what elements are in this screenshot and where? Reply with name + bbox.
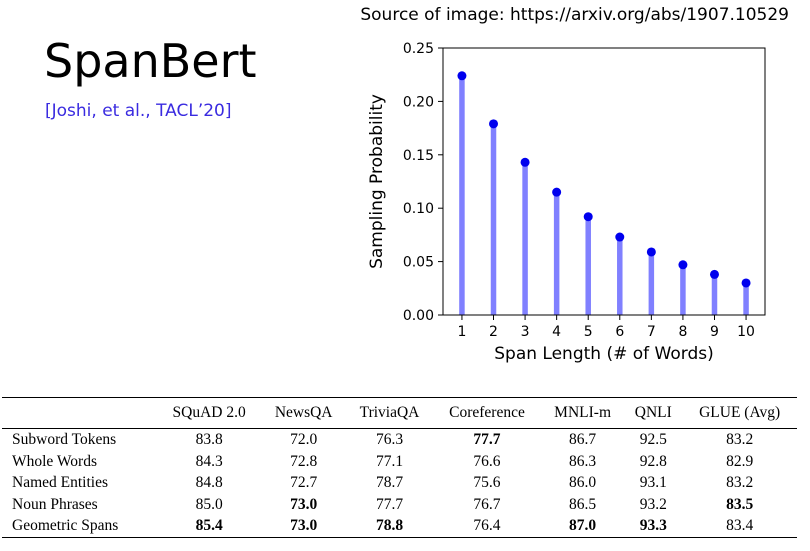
row-label: Subword Tokens	[12, 431, 117, 448]
y-tick-label: 0.05	[403, 255, 434, 271]
x-tick-label: 8	[678, 324, 687, 340]
x-tick-label: 4	[552, 324, 561, 340]
x-tick-label: 10	[737, 324, 755, 340]
table-cell: 77.7	[473, 431, 501, 448]
table-row: Noun Phrases 85.0 73.0 77.7 76.7 86.5 93.2 83.5	[2, 494, 797, 516]
table-cell: 75.6	[473, 474, 501, 491]
table-header-cell: NewsQA	[274, 404, 333, 421]
stem-marker	[678, 260, 688, 270]
sampling-probability-chart: 0.00 0.05 0.10 0.15 0.20 0.25 1 2 3 4 5 6 7 8 9 10 Span …	[367, 41, 766, 364]
stem-marker	[489, 119, 499, 129]
table-cell: 76.3	[375, 431, 404, 448]
table-cell: 86.0	[569, 474, 597, 491]
table-row: Subword Tokens 83.8 72.0 76.3 77.7 86.7 92.5 83…	[2, 429, 797, 451]
table-cell: 77.7	[375, 495, 404, 513]
slide-title: SpanBert	[44, 34, 257, 88]
row-label: Geometric Spans	[12, 517, 119, 534]
table-header-corner	[2, 398, 157, 429]
y-tick-label: 0.15	[403, 148, 434, 164]
table-row: Geometric Spans 85.4 73.0 78.8 76.4 87.0 93.3 8…	[2, 515, 797, 537]
stem-marker	[520, 157, 530, 167]
table-cell: 82.9	[726, 452, 754, 470]
stem-marker	[646, 247, 656, 257]
table-cell: 76.6	[473, 452, 501, 470]
table-cell: 86.5	[569, 495, 597, 513]
table-cell: 84.8	[195, 474, 223, 491]
table-cell: 87.0	[569, 517, 597, 534]
x-tick-label: 5	[584, 324, 593, 340]
table-cell: 85.4	[195, 517, 223, 534]
table-cell: 85.0	[195, 495, 223, 513]
table-cell: 83.2	[726, 431, 754, 448]
table-header-cell: Coreference	[449, 404, 525, 421]
table-cell: 83.4	[726, 517, 754, 534]
table-row: Named Entities 84.8 72.7 78.7 75.6 86.0 93.1 83…	[2, 472, 797, 494]
table-cell: 78.7	[375, 474, 404, 491]
stem-marker	[741, 278, 751, 288]
table-cell: 77.1	[375, 452, 404, 470]
table-cell: 73.0	[290, 517, 318, 534]
source-note: Source of image: https://arxiv.org/abs/1…	[360, 5, 789, 25]
y-tick-label: 0.20	[403, 94, 434, 110]
table-header-cell: MNLI-m	[554, 404, 611, 421]
y-tick-label: 0.00	[403, 308, 434, 324]
row-label: Whole Words	[12, 452, 97, 470]
table-cell: 72.8	[290, 452, 318, 470]
x-tick-label: 3	[521, 324, 530, 340]
table-header-cell: SQuAD 2.0	[172, 404, 246, 421]
table-cell: 86.7	[569, 431, 597, 448]
table-cell: 73.0	[290, 495, 318, 513]
stem-marker	[583, 212, 593, 222]
citation: [Joshi, et al., TACL’20]	[45, 101, 232, 121]
plot-frame	[442, 47, 766, 316]
table-cell: 83.8	[195, 431, 223, 448]
x-tick-label: 7	[647, 324, 656, 340]
table-cell: 93.3	[639, 517, 667, 534]
y-tick-label: 0.10	[403, 201, 434, 217]
table-header-cell: GLUE (Avg)	[699, 404, 781, 421]
stem-marker	[709, 269, 719, 279]
table-cell: 92.8	[639, 452, 667, 470]
table-cell: 92.5	[639, 431, 667, 448]
x-tick-label: 9	[710, 324, 719, 340]
y-axis-label: Sampling Probability	[367, 94, 387, 269]
y-tick-label: 0.25	[403, 41, 434, 57]
x-tick-label: 6	[615, 324, 624, 340]
table-cell: 83.5	[726, 495, 754, 513]
table-header-cell: QNLI	[634, 404, 672, 421]
results-table: SQuAD 2.0 NewsQA TriviaQA Coreference MNLI-m…	[2, 397, 797, 538]
table-cell: 72.0	[290, 431, 318, 448]
row-label: Named Entities	[12, 474, 108, 491]
table-cell: 84.3	[195, 452, 223, 470]
table-header-cell: TriviaQA	[359, 404, 420, 421]
table-cell: 83.2	[726, 474, 754, 491]
x-axis-label: Span Length (# of Words)	[494, 344, 713, 364]
table-cell: 78.8	[375, 517, 404, 534]
row-label: Noun Phrases	[12, 495, 98, 513]
table-cell: 72.7	[290, 474, 318, 491]
table-row: Whole Words 84.3 72.8 77.1 76.6 86.3 92.8 82.9	[2, 451, 797, 473]
table-cell: 93.1	[639, 474, 667, 491]
table-cell: 93.2	[639, 495, 667, 513]
stem-marker	[615, 232, 625, 242]
x-tick-label: 1	[457, 324, 466, 340]
table-header-row: SQuAD 2.0 NewsQA TriviaQA Coreference MNLI-m…	[2, 397, 797, 429]
table-cell: 76.7	[473, 495, 501, 513]
stem-marker	[457, 71, 467, 81]
table-cell: 76.4	[473, 517, 501, 534]
table-cell: 86.3	[569, 452, 597, 470]
stem-marker	[552, 187, 562, 197]
x-tick-label: 2	[489, 324, 498, 340]
